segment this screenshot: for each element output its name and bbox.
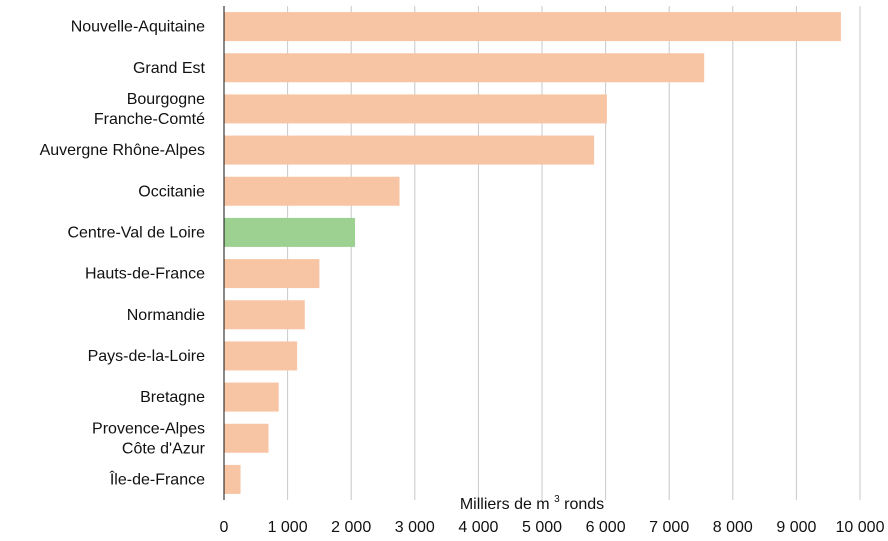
bar-2 [224,94,607,124]
category-label-1: Grand Est [133,60,206,77]
bar-1 [224,53,705,83]
category-label-2: Bourgogne Franche-Comté [94,91,205,128]
category-label-line: Centre-Val de Loire [67,224,205,241]
category-label-line: Nouvelle-Aquitaine [71,19,205,36]
x-tick-label-10: 10 000 [836,519,885,536]
bar-0 [224,12,841,42]
x-tick-label-1: 1 000 [268,519,308,536]
x-axis-title-superscript: 3 [554,494,560,505]
category-label-7: Normandie [127,307,205,324]
category-label-6: Hauts-de-France [85,266,205,283]
bar-4 [224,176,400,206]
x-tick-label-7: 7 000 [649,519,689,536]
category-label-line: Côte d'Azur [122,440,206,457]
x-tick-label-3: 3 000 [395,519,435,536]
category-label-line: Normandie [127,307,205,324]
x-tick-label-6: 6 000 [586,519,626,536]
bar-8 [224,341,298,371]
bar-11 [224,464,241,494]
x-tick-label-2: 2 000 [331,519,371,536]
category-label-line: Hauts-de-France [85,266,205,283]
category-label-line: Auvergne Rhône-Alpes [40,142,205,159]
x-axis-title: Milliers de m 3 ronds [460,489,604,513]
x-tick-label-0: 0 [220,519,229,536]
bar-3 [224,135,595,165]
x-axis-title-prefix: Milliers de m [460,496,550,513]
category-label-9: Bretagne [140,389,205,406]
category-label-line: Pays-de-la-Loire [88,348,205,365]
bar-10 [224,423,269,453]
category-label-4: Occitanie [138,183,205,200]
category-label-line: Grand Est [133,60,206,77]
category-labels: Nouvelle-Aquitaine Grand Est Bourgogne Fran… [40,19,206,489]
x-tick-labels: 0 1 000 2 000 3 000 4 000 5 000 6 000 7 000 8 00… [220,519,885,536]
category-label-line: Occitanie [138,183,205,200]
bar-5 [224,217,356,247]
x-tick-label-8: 8 000 [713,519,753,536]
category-label-line: Bretagne [140,389,205,406]
bar-6 [224,259,320,289]
x-tick-label-4: 4 000 [458,519,498,536]
category-label-line: Franche-Comté [94,111,205,128]
category-label-8: Pays-de-la-Loire [88,348,205,365]
bar-7 [224,300,305,330]
category-label-line: Île-de-France [109,469,205,488]
category-label-line: Bourgogne [127,91,205,108]
category-label-10: Provence-Alpes Côte d'Azur [92,420,206,457]
bar-9 [224,382,279,412]
category-label-0: Nouvelle-Aquitaine [71,19,205,36]
x-tick-label-5: 5 000 [522,519,562,536]
category-label-5: Centre-Val de Loire [67,224,205,241]
category-label-3: Auvergne Rhône-Alpes [40,142,205,159]
category-label-11: Île-de-France [109,469,205,488]
gridlines [287,6,861,500]
x-axis-title-suffix: ronds [564,496,604,513]
x-tick-label-9: 9 000 [776,519,816,536]
bars [224,12,841,494]
category-label-line: Provence-Alpes [92,420,205,437]
